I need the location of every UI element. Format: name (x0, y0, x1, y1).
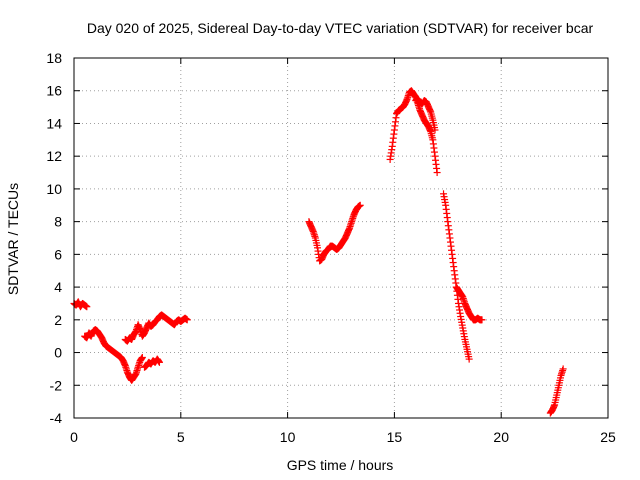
y-tick-label: 16 (46, 83, 62, 99)
data-point (433, 169, 441, 177)
data-point (183, 316, 191, 324)
x-tick-label: 10 (280, 429, 296, 445)
grid-lines (74, 58, 608, 418)
data-point (138, 353, 146, 361)
x-tick-label: 0 (70, 429, 78, 445)
data-point (478, 316, 486, 324)
x-tick-label: 15 (387, 429, 403, 445)
plot-frame (73, 57, 609, 419)
x-tick-label: 5 (177, 429, 185, 445)
y-tick-label: -4 (50, 410, 63, 426)
x-tick-labels: 0 5 10 15 20 25 (70, 429, 616, 445)
y-tick-label: 18 (46, 50, 62, 66)
x-tick-label: 25 (600, 429, 616, 445)
y-tick-label: 12 (46, 148, 62, 164)
data-point (356, 201, 364, 209)
data-point (431, 126, 439, 134)
data-point (155, 358, 163, 366)
data-point (83, 303, 91, 311)
y-tick-label: 6 (54, 246, 62, 262)
chart-title: Day 020 of 2025, Sidereal Day-to-day VTE… (87, 20, 594, 36)
y-tick-label: 2 (54, 312, 62, 328)
y-tick-label: 4 (54, 279, 62, 295)
y-tick-label: 0 (54, 345, 62, 361)
x-axis-label: GPS time / hours (287, 457, 394, 473)
data-points (70, 87, 567, 417)
y-tick-label: 10 (46, 181, 62, 197)
y-tick-label: -2 (50, 377, 63, 393)
y-tick-labels: -4 -2 0 2 4 6 8 10 12 14 16 18 (46, 50, 62, 426)
x-tick-label: 20 (493, 429, 509, 445)
y-tick-label: 8 (54, 214, 62, 230)
y-axis-label: SDTVAR / TECUs (5, 183, 21, 295)
y-tick-label: 14 (46, 115, 62, 131)
data-point (559, 365, 567, 373)
data-point (465, 355, 473, 363)
